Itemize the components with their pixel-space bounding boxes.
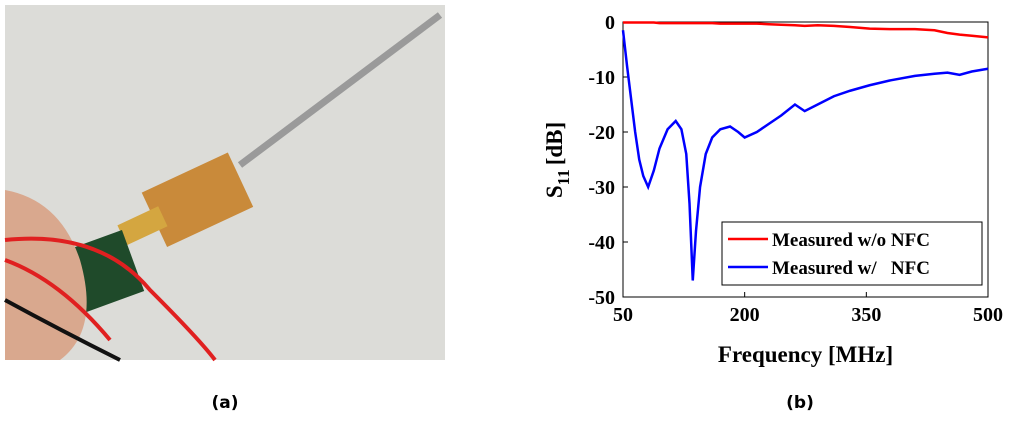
series-line bbox=[623, 21, 989, 39]
y-axis-subscript: 11 bbox=[554, 169, 573, 185]
y-axis-symbol: S bbox=[542, 185, 567, 198]
y-tick-label: -20 bbox=[588, 122, 615, 144]
x-tick-label: 350 bbox=[851, 304, 881, 326]
y-axis-unit: [dB] bbox=[542, 122, 567, 165]
series-line bbox=[621, 30, 989, 281]
photo bbox=[4, 5, 445, 362]
x-tick-label: 50 bbox=[613, 304, 633, 326]
legend-label: Measured w/o NFC bbox=[772, 230, 930, 251]
antenna-board bbox=[141, 152, 254, 248]
wire bbox=[4, 258, 112, 342]
caption: (a) bbox=[211, 393, 238, 413]
wire bbox=[4, 298, 121, 362]
y-tick-label: -40 bbox=[588, 232, 615, 254]
legend-label: Measured w/ NFC bbox=[772, 258, 930, 279]
y-tick-label: -50 bbox=[588, 287, 615, 309]
legend-box bbox=[721, 221, 983, 286]
y-axis-label: S11 [dB] bbox=[542, 122, 573, 198]
antenna-rod bbox=[237, 12, 443, 168]
y-tick-label: -10 bbox=[588, 67, 615, 89]
x-tick-label: 500 bbox=[973, 304, 1003, 326]
plot-frame bbox=[622, 21, 989, 298]
x-axis-label: Frequency [MHz] bbox=[718, 342, 893, 367]
x-tick-label: 200 bbox=[730, 304, 760, 326]
wire bbox=[4, 236, 217, 362]
y-tick-label: 0 bbox=[605, 12, 615, 34]
hand bbox=[5, 190, 87, 360]
sma-connector bbox=[117, 206, 168, 246]
caption: (b) bbox=[786, 393, 814, 413]
y-tick-label: -30 bbox=[588, 177, 615, 199]
